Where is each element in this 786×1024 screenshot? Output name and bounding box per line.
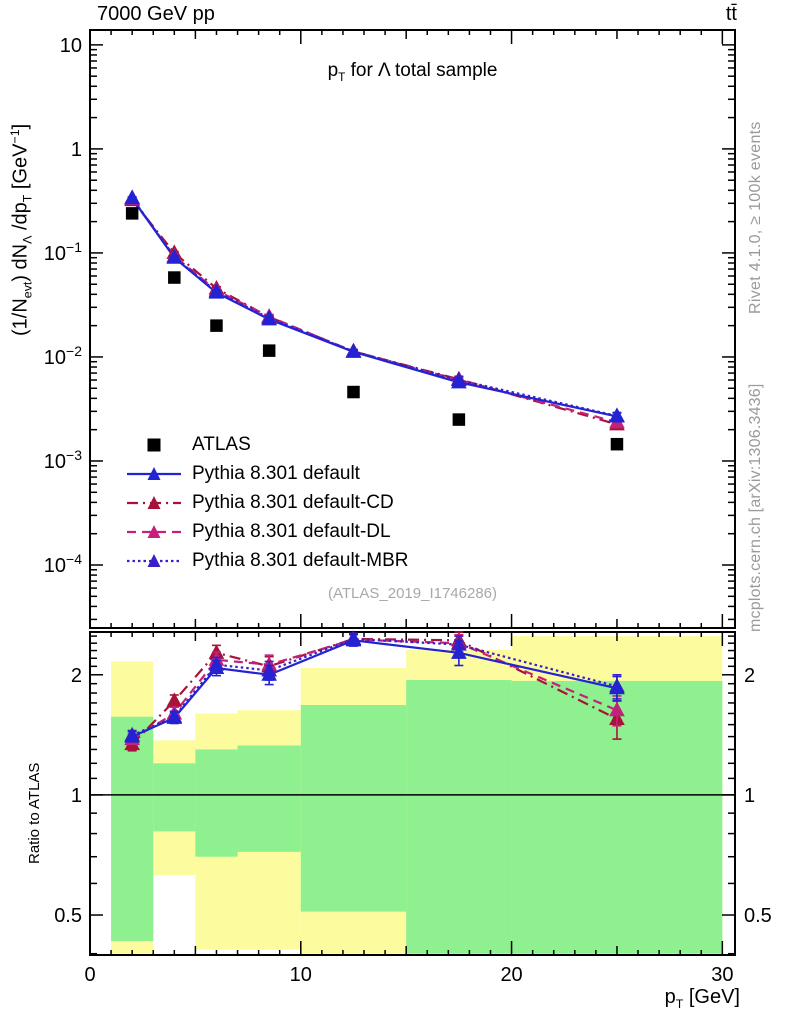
- rivet-version-note: Rivet 4.1.0, ≥ 100k events: [747, 121, 764, 314]
- legend-marker-pythia-default-dl: [127, 524, 181, 538]
- svg-text:0.5: 0.5: [54, 905, 82, 927]
- y-title-sub: Λ: [20, 235, 35, 244]
- legend-label-atlas: ATLAS: [192, 434, 251, 455]
- legend-item-atlas: ATLAS: [126, 430, 409, 459]
- svg-text:10−4: 10−4: [44, 551, 82, 577]
- legend: ATLAS Pythia 8.301 default Pythia 8.301 …: [126, 430, 409, 575]
- legend-label-pythia-default-mbr: Pythia 8.301 default-MBR: [192, 550, 409, 571]
- svg-text:2: 2: [71, 665, 82, 687]
- legend-label-pythia-default-dl: Pythia 8.301 default-DL: [192, 521, 391, 542]
- svg-text:10−2: 10−2: [44, 343, 82, 369]
- y-title-part: /dp: [9, 202, 32, 236]
- plot-title-text: for Λ total sample: [345, 60, 498, 81]
- svg-text:20: 20: [500, 964, 522, 986]
- x-title-unit: [GeV]: [683, 986, 740, 1008]
- plot-title-subscript: T: [338, 70, 346, 84]
- plot-title-symbol: p: [327, 60, 339, 81]
- svg-text:2: 2: [744, 665, 755, 687]
- legend-item-pythia-default-cd: Pythia 8.301 default-CD: [126, 488, 409, 517]
- svg-text:10: 10: [60, 35, 82, 57]
- beam-energy-label: 7000 GeV pp: [97, 3, 215, 25]
- legend-label-pythia-default-cd: Pythia 8.301 default-CD: [192, 492, 394, 513]
- uncertainty-bands: [111, 636, 723, 954]
- legend-marker-atlas: [147, 438, 161, 451]
- y-title-sub: evt: [20, 281, 35, 299]
- legend-item-pythia-default-dl: Pythia 8.301 default-DL: [126, 517, 409, 546]
- x-title-symbol: p: [664, 986, 676, 1008]
- x-axis-title: pT [GeV]: [665, 986, 740, 1011]
- svg-text:10−3: 10−3: [44, 447, 82, 473]
- svg-text:0: 0: [84, 964, 95, 986]
- y-axis-title-ratio: Ratio to ATLAS: [26, 762, 43, 864]
- svg-text:1: 1: [71, 785, 82, 807]
- legend-marker-pythia-default-mbr: [127, 553, 181, 567]
- x-title-subscript: T: [675, 997, 684, 1011]
- ratio-plot-series: [124, 630, 625, 752]
- y-title-exponent: −1: [8, 129, 22, 144]
- analysis-watermark: (ATLAS_2019_I1746286): [327, 585, 497, 602]
- svg-text:10−1: 10−1: [44, 239, 82, 265]
- mcplots-reference-note: mcplots.cern.ch [arXiv:1306.3436]: [747, 383, 764, 632]
- svg-text:0.5: 0.5: [744, 905, 772, 927]
- y-title-part: ) dN: [9, 243, 32, 282]
- svg-text:10: 10: [290, 964, 312, 986]
- legend-marker-pythia-default: [127, 466, 181, 480]
- y-title-part: [GeV: [9, 143, 32, 195]
- process-label: tt̄: [725, 3, 737, 25]
- y-title-part: ]: [9, 123, 32, 130]
- legend-label-pythia-default: Pythia 8.301 default: [192, 463, 360, 484]
- y-title-part: (1/N: [9, 298, 32, 336]
- y-title-sub: T: [20, 194, 35, 203]
- y-axis-title-main: (1/Nevt) dNΛ /dpT [GeV−1]: [8, 124, 35, 336]
- legend-item-pythia-default: Pythia 8.301 default: [126, 459, 409, 488]
- plot-title: pT for Λ total sample: [90, 60, 735, 84]
- legend-item-pythia-default-mbr: Pythia 8.301 default-MBR: [126, 546, 409, 575]
- svg-text:30: 30: [711, 964, 733, 986]
- axes: [89, 29, 736, 956]
- svg-text:1: 1: [71, 139, 82, 161]
- tick-labels: 10 1 10−1 10−2 10−3 10−4 2 2 1 1 0.5 0.5 0 10 20 30: [44, 35, 772, 986]
- main-plot-series: [124, 189, 625, 451]
- legend-marker-pythia-default-cd: [127, 495, 181, 509]
- svg-text:1: 1: [744, 785, 755, 807]
